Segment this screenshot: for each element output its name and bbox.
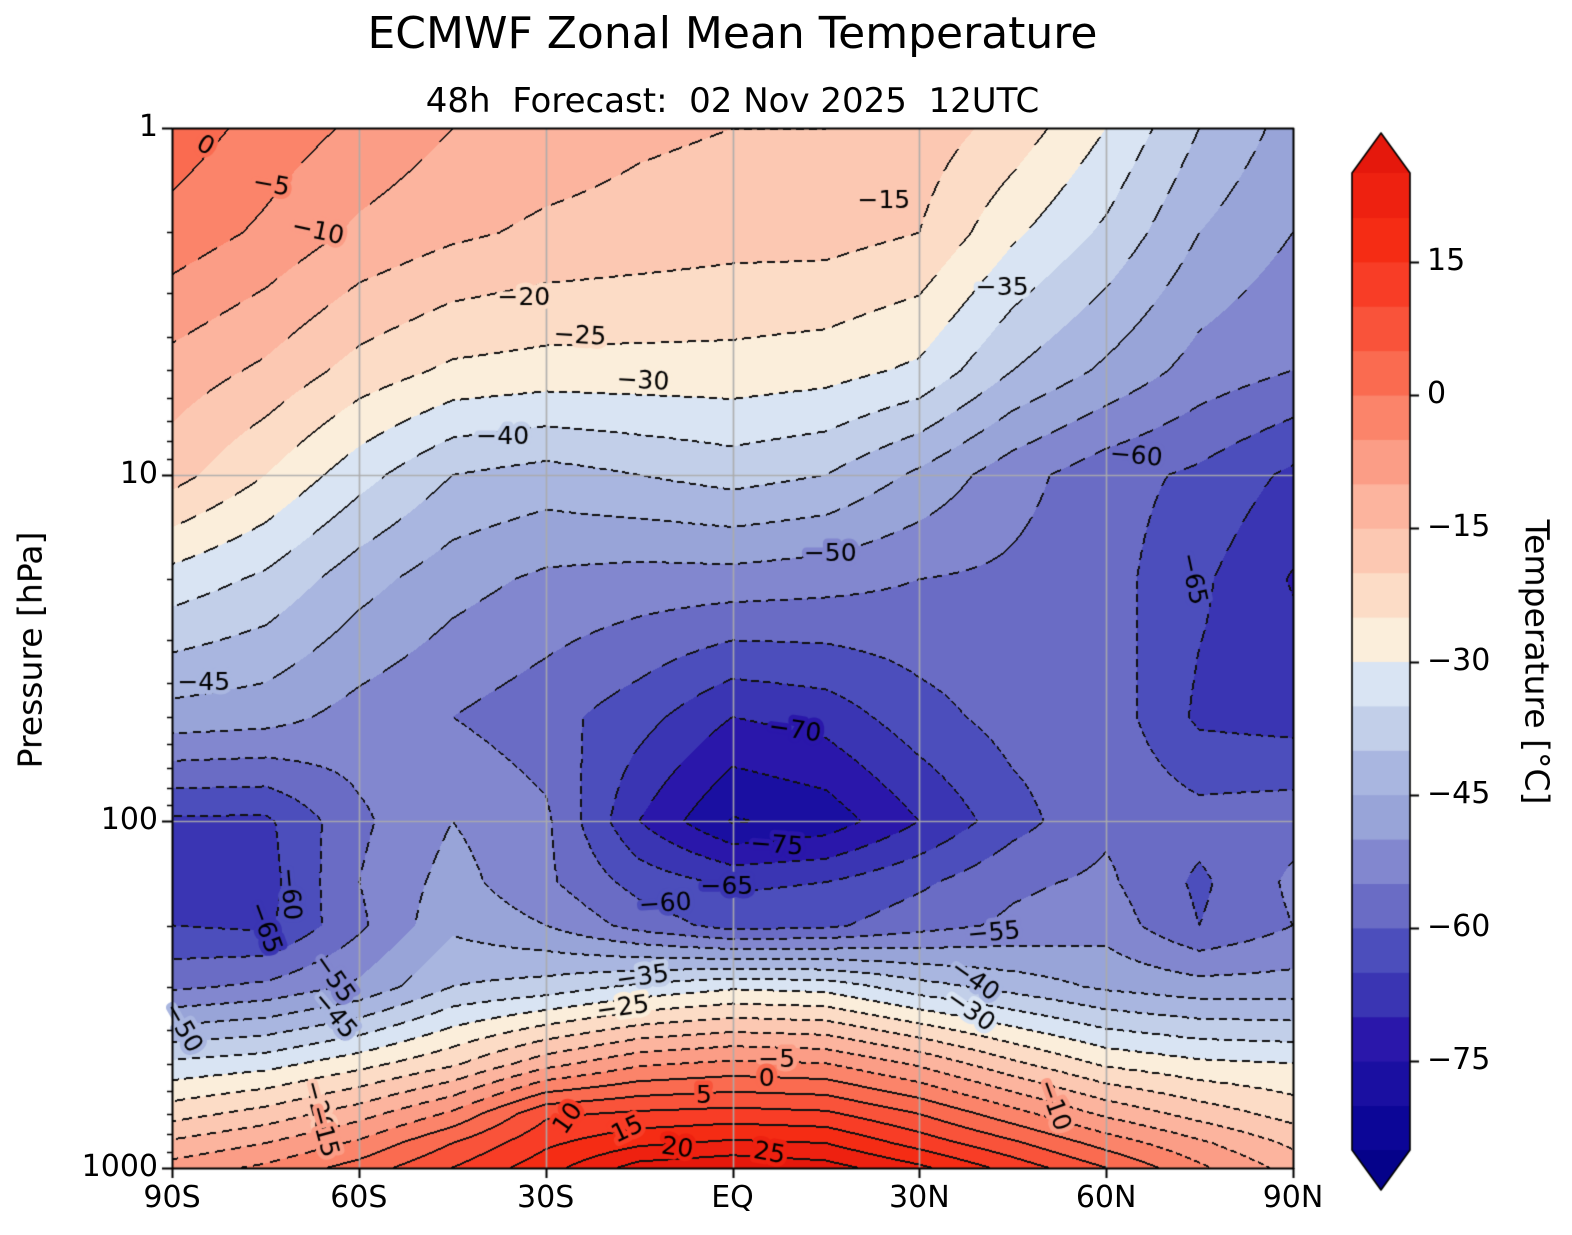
y-tick-label: 1 [138, 109, 158, 144]
y-axis-label: Pressure [hPa] [10, 531, 50, 769]
colorbar-tick-label: −60 [1427, 908, 1491, 944]
colorbar-tick-label: −75 [1427, 1042, 1491, 1078]
y-tick-label: 10 [119, 455, 158, 491]
chart-title: ECMWF Zonal Mean Temperature [367, 8, 1098, 59]
colorbar-label: Temperature [°C] [1517, 519, 1557, 805]
x-tick-label: EQ [711, 1180, 754, 1215]
x-tick-label: 60N [1075, 1180, 1137, 1215]
y-tick-label: 100 [100, 802, 158, 838]
colorbar-tick-label: −45 [1427, 775, 1491, 811]
colorbar-tick-label: 15 [1427, 242, 1466, 278]
x-tick-label: 90N [1262, 1180, 1324, 1215]
chart-subtitle: 48h Forecast: 02 Nov 2025 12UTC [425, 81, 1040, 121]
colorbar-tick-label: 0 [1427, 376, 1447, 412]
x-tick-label: 30N [889, 1180, 950, 1215]
x-tick-label: 60S [330, 1180, 388, 1215]
colorbar-tick-label: −15 [1427, 509, 1491, 545]
y-tick-label: 1000 [81, 1149, 158, 1184]
x-tick-label: 90S [143, 1180, 201, 1215]
x-tick-label: 30S [517, 1180, 575, 1215]
colorbar-tick-label: −30 [1427, 642, 1491, 678]
